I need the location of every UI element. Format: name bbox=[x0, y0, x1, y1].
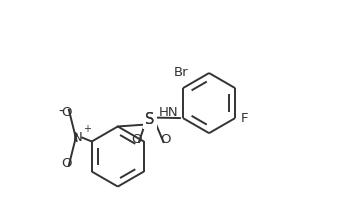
Text: HN: HN bbox=[159, 106, 178, 119]
Text: N: N bbox=[73, 131, 82, 144]
Text: O: O bbox=[62, 106, 72, 118]
Text: O: O bbox=[62, 157, 72, 170]
Text: Br: Br bbox=[173, 66, 188, 79]
Text: S: S bbox=[145, 112, 155, 127]
Text: F: F bbox=[241, 112, 248, 125]
Text: O: O bbox=[131, 133, 142, 146]
Text: S: S bbox=[145, 112, 155, 127]
Text: O: O bbox=[161, 133, 171, 146]
Text: S: S bbox=[145, 112, 155, 127]
Text: -: - bbox=[58, 105, 63, 119]
Text: +: + bbox=[82, 124, 91, 134]
